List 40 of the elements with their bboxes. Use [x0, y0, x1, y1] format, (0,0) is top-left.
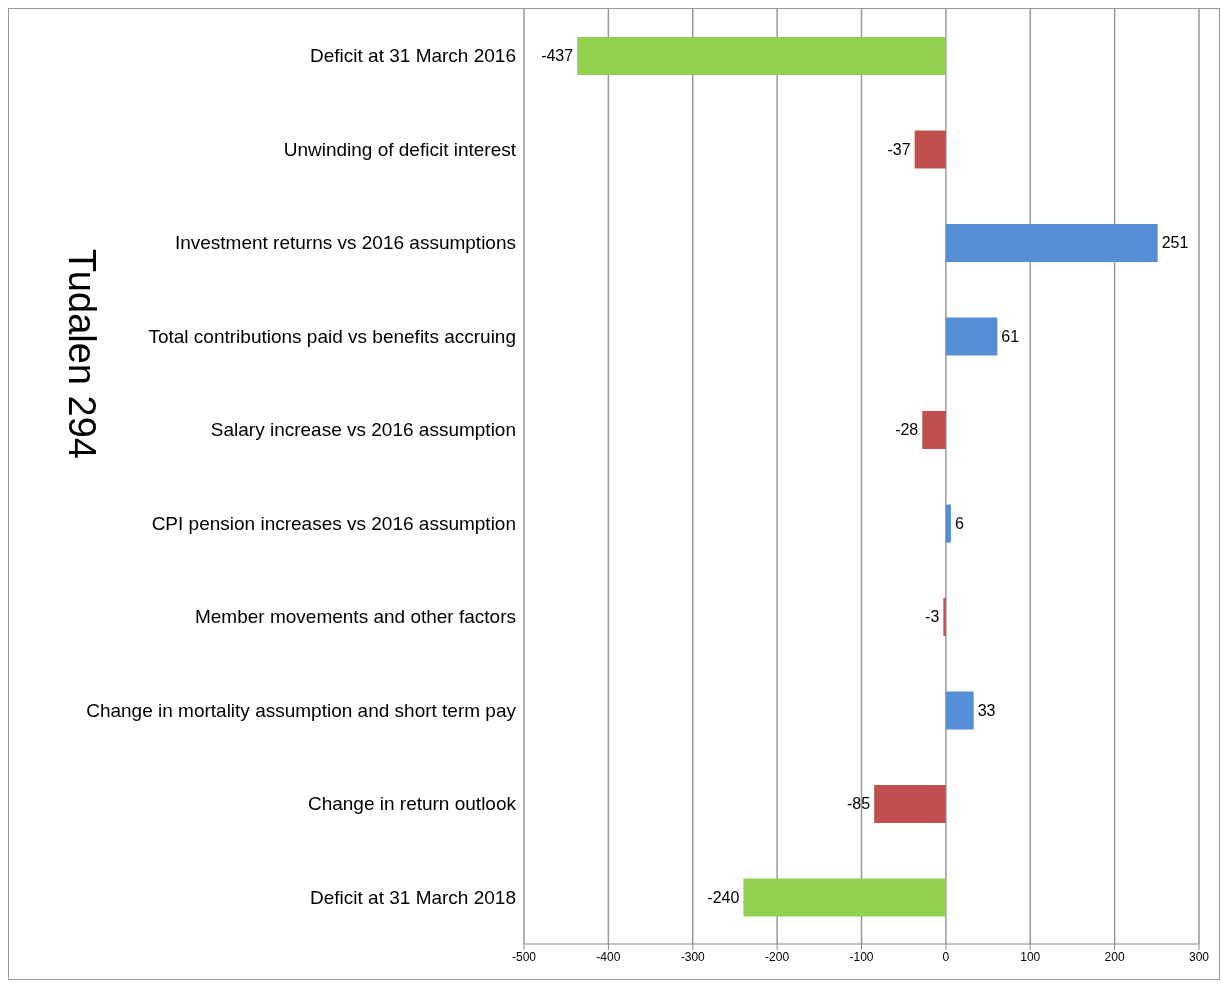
text: Tudalen 294	[59, 249, 103, 459]
x-tick-label: -100	[849, 949, 874, 964]
data-label: -240	[707, 888, 740, 906]
data-label: 251	[1161, 234, 1189, 251]
y-tick-label: Change in mortality assumption and short term pay	[86, 699, 517, 721]
data-label: -3	[925, 608, 940, 625]
y-tick-label: Investment returns vs 2016 assumptions	[174, 232, 516, 254]
bar	[945, 691, 974, 730]
bar	[945, 504, 951, 543]
x-tick-label: -400	[596, 949, 621, 964]
y-tick-label: Salary increase vs 2016 assumption	[210, 419, 516, 441]
bar	[943, 598, 946, 636]
bar	[945, 317, 998, 356]
data-label: 6	[954, 514, 964, 532]
data-label: -437	[541, 47, 574, 64]
y-tick-label: Member movements and other factors	[194, 606, 516, 628]
y-tick-label: Deficit at 31 March 2016	[310, 45, 516, 67]
x-tick-label: 300	[1188, 949, 1210, 964]
bar	[914, 130, 946, 169]
data-label: 33	[977, 701, 996, 719]
y-tick-label: CPI pension increases vs 2016 assumption	[151, 512, 516, 534]
x-tick-label: 200	[1104, 949, 1125, 964]
bar	[945, 224, 1158, 262]
x-tick-label: 0	[942, 949, 950, 964]
bar	[743, 878, 946, 917]
x-tick-label: -300	[680, 949, 706, 964]
bar	[922, 411, 946, 449]
data-label: -37	[887, 140, 911, 158]
data-label: -28	[895, 421, 919, 438]
y-tick-label: Unwinding of deficit interest	[283, 138, 517, 160]
x-tick-label: 100	[1020, 949, 1041, 964]
x-tick-label: -200	[765, 949, 790, 964]
x-tick-label: -500	[511, 949, 537, 964]
bar	[577, 37, 946, 75]
y-tick-label: Deficit at 31 March 2018	[310, 886, 516, 908]
y-tick-label: Change in return outlook	[307, 793, 517, 815]
data-label: -85	[847, 795, 871, 812]
y-tick-label: Total contributions paid vs benefits accruing	[148, 325, 516, 347]
bar	[874, 785, 946, 823]
data-label: 61	[1001, 327, 1020, 345]
